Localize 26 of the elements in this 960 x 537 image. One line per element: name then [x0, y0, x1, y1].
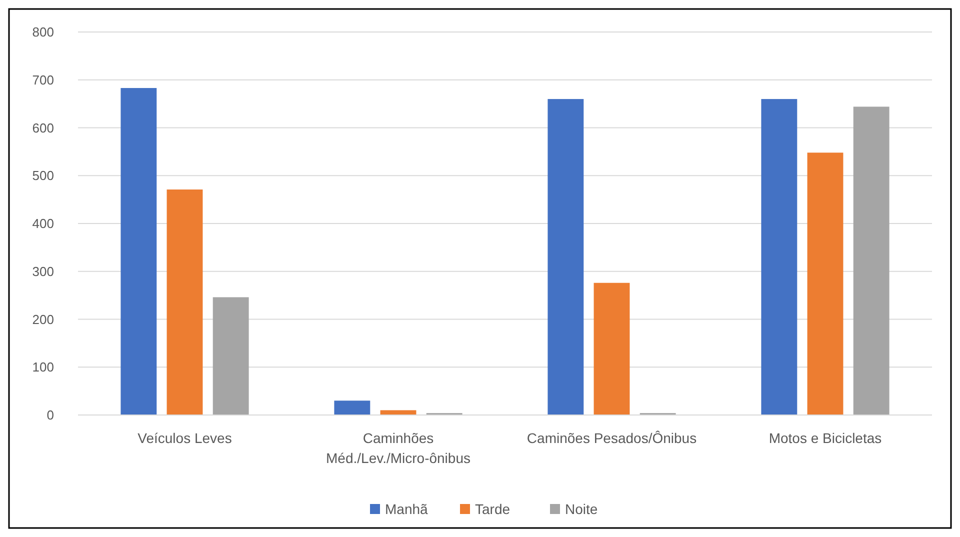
bar	[212, 297, 249, 415]
x-tick-label: Caminões Pesados/Ônibus	[526, 430, 697, 446]
legend-label: Manhã	[385, 500, 428, 517]
bar	[120, 88, 157, 415]
bar	[334, 400, 370, 415]
x-tick-label: Motos e Bicicletas	[768, 430, 882, 446]
legend-label: Noite	[565, 500, 598, 517]
x-tick-label: Veículos Leves	[138, 430, 232, 446]
y-tick-label: 100	[32, 360, 54, 375]
y-tick-label: 800	[32, 24, 54, 40]
y-tick-label: 400	[32, 216, 54, 232]
y-tick-label: 500	[32, 168, 54, 184]
y-tick-label: 200	[32, 312, 54, 327]
bar	[548, 99, 584, 415]
bar	[761, 99, 798, 415]
y-tick-label: 600	[32, 120, 54, 136]
bar	[853, 106, 890, 415]
x-tick-label: Caminhões Méd./Lev./Micro-ônibus	[326, 430, 470, 466]
bar	[166, 190, 203, 415]
y-tick-label: 0	[46, 408, 54, 423]
bar	[380, 410, 416, 415]
y-tick-label: 300	[32, 264, 54, 279]
bar	[807, 152, 844, 415]
y-tick-label: 700	[32, 72, 54, 88]
legend-label: Tarde	[475, 500, 510, 517]
bar	[594, 282, 630, 415]
